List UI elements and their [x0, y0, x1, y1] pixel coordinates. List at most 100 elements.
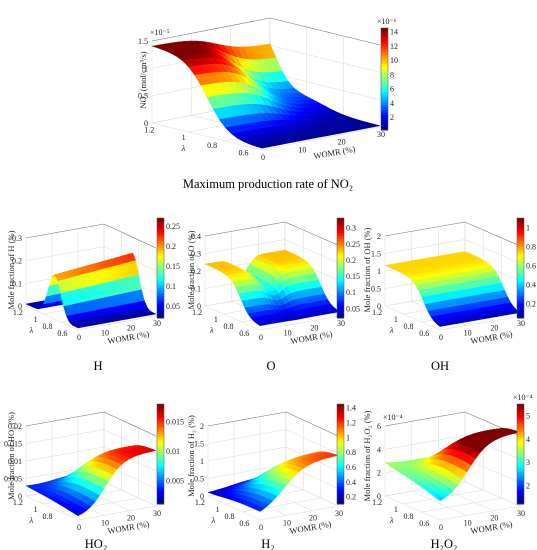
- colorbar-segment: [157, 431, 164, 435]
- z-exponent-label: ×10⁻⁵: [150, 28, 170, 37]
- colorbar-tick-label: 0.005: [166, 476, 184, 485]
- colorbar-segment: [157, 303, 164, 306]
- colorbar-frame: [336, 217, 345, 319]
- colorbar-segment: [517, 439, 524, 442]
- y-axis-label: λ: [29, 325, 34, 335]
- colorbar-segment: [157, 496, 164, 500]
- y-axis-label: λ: [181, 143, 186, 153]
- x-axis-label: WOMR (%): [290, 329, 334, 346]
- axis-box: [384, 411, 521, 437]
- colorbar-segment: [337, 491, 344, 495]
- y-tick-label: 0.8: [225, 512, 235, 521]
- colorbar-segment: [337, 258, 344, 261]
- grid-line: [384, 412, 466, 497]
- colorbar-segment: [157, 451, 164, 455]
- colorbar-frame: [156, 217, 165, 319]
- colorbar-segment: [517, 260, 524, 264]
- colorbar-segment: [337, 486, 344, 490]
- colorbar-segment: [517, 220, 524, 224]
- colorbar-segment: [157, 218, 164, 221]
- grid-line: [25, 223, 157, 249]
- colorbar-segment: [157, 265, 164, 269]
- colorbar-segment: [381, 53, 388, 57]
- y-axis-label: λ: [209, 325, 214, 335]
- colorbar-segment: [157, 285, 164, 289]
- x-tick-label: 20: [490, 514, 498, 523]
- colorbar-segment: [337, 230, 344, 234]
- x-tick-label: 30: [377, 130, 385, 139]
- z-tick-label: 0.5: [371, 285, 381, 294]
- subplot-caption: H₂O₂: [431, 537, 458, 550]
- y-tick-label: 1.2: [372, 498, 382, 507]
- colorbar-tick-label: 0.015: [166, 418, 184, 427]
- y-tick-label: 1: [394, 505, 398, 514]
- colorbar-segment: [381, 56, 388, 60]
- colorbar-segment: [157, 283, 164, 286]
- z-tick-label: 0.2: [12, 257, 22, 266]
- colorbar-segment: [157, 308, 164, 311]
- z-axis-label: Mole fraction of O (%): [186, 230, 196, 309]
- colorbar-segment: [157, 501, 164, 505]
- colorbar-segment: [517, 446, 524, 450]
- colorbar-segment: [157, 481, 164, 485]
- grid-line: [421, 428, 502, 513]
- colorbar-segment: [337, 456, 344, 460]
- colorbar-tick-label: 0.6: [526, 262, 536, 271]
- colorbar-segment: [517, 404, 524, 407]
- y-tick-label: 0.6: [57, 329, 67, 338]
- colorbar-segment: [157, 471, 164, 475]
- colorbar-segment: [337, 300, 344, 304]
- colorbar-segment: [517, 295, 524, 299]
- colorbar-segment: [337, 235, 344, 239]
- colorbar-segment: [157, 436, 164, 440]
- colorbar-segment: [381, 109, 388, 113]
- colorbar-segment: [517, 275, 524, 279]
- colorbar-segment: [517, 218, 524, 221]
- colorbar-segment: [157, 263, 164, 266]
- colorbar-segment: [157, 245, 164, 249]
- colorbar-segment: [157, 295, 164, 299]
- colorbar-segment: [337, 441, 344, 445]
- colorbar-segment: [381, 73, 388, 77]
- x-tick-label: 30: [153, 319, 161, 328]
- surface-patch: [436, 495, 445, 502]
- colorbar-segment: [157, 406, 164, 410]
- colorbar-segment: [337, 476, 344, 480]
- colorbar-segment: [157, 310, 164, 314]
- axis-box: [25, 411, 157, 437]
- colorbar-segment: [381, 104, 388, 108]
- x-tick-label: 0: [261, 153, 265, 162]
- y-tick-label: 1: [182, 133, 186, 142]
- colorbar-segment: [157, 404, 164, 407]
- colorbar-segment: [517, 486, 524, 490]
- colorbar-frame: [516, 403, 525, 505]
- colorbar-segment: [517, 424, 524, 427]
- colorbar-segment: [157, 288, 164, 291]
- colorbar-tick-label: 4: [526, 435, 530, 444]
- z-tick-label: 1: [200, 457, 204, 466]
- x-tick-label: 0: [439, 523, 443, 532]
- x-tick-label: 0: [439, 333, 443, 342]
- colorbar-segment: [157, 459, 164, 462]
- colorbar-segment: [157, 416, 164, 420]
- colorbar-segment: [157, 290, 164, 294]
- surface-plot-5: [207, 403, 345, 521]
- colorbar-segment: [337, 469, 344, 472]
- colorbar-segment: [157, 411, 164, 415]
- x-axis-label: WOMR (%): [107, 519, 151, 536]
- y-tick-label: 1.2: [144, 126, 154, 135]
- colorbar-tick-label: 0.05: [166, 302, 180, 311]
- x-axis-label: WOMR (%): [470, 519, 514, 536]
- z-axis-label: Mole fraction of H (%): [6, 230, 16, 309]
- colorbar-segment: [517, 278, 524, 281]
- colorbar-segment: [381, 94, 388, 98]
- colorbar-segment: [517, 298, 524, 301]
- z-axis-label: NO₂ (mol/cm³/s): [138, 51, 148, 108]
- colorbar-segment: [157, 278, 164, 281]
- surface-plot-1: [25, 217, 165, 331]
- y-axis-label: λ: [211, 515, 216, 525]
- colorbar-segment: [517, 288, 524, 291]
- colorbar-segment: [381, 33, 388, 37]
- colorbar-segment: [337, 439, 344, 442]
